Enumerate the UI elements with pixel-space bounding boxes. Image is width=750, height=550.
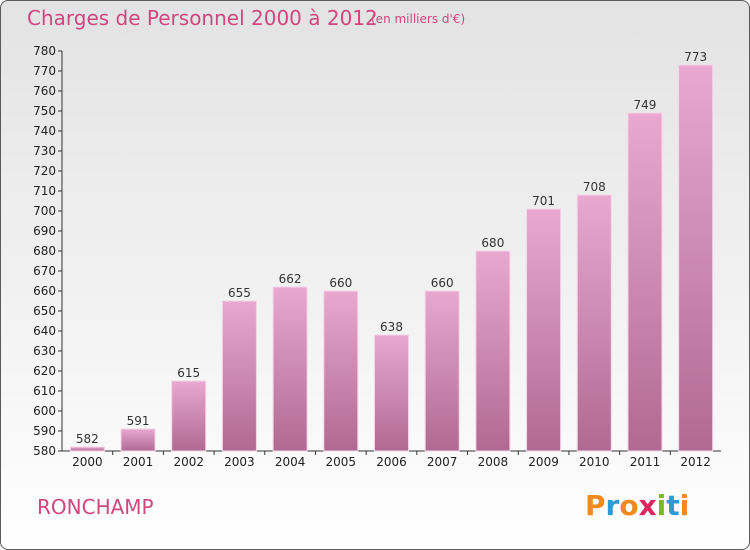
bar-2006 [374,334,409,452]
data-label-2012: 773 [684,50,707,64]
logo-letter: r [605,489,620,522]
bar-2009 [526,208,562,452]
bar-2011 [627,112,663,452]
y-tick-label: 710 [33,184,56,198]
x-tick-label-2000: 2000 [72,455,103,469]
data-label-2009: 701 [532,194,555,208]
y-tick-label: 600 [33,404,56,418]
data-label-2005: 660 [329,276,352,290]
proxiti-logo: Proxiti [585,489,689,522]
y-tick-label: 760 [33,84,56,98]
y-tick-label: 630 [33,344,56,358]
y-tick-label: 660 [33,284,56,298]
x-tick-label-2007: 2007 [427,455,458,469]
bar-2012 [678,64,714,452]
logo-letter: P [585,489,606,522]
y-tick-label: 690 [33,224,56,238]
y-tick-label: 700 [33,204,56,218]
data-label-2004: 662 [279,272,302,286]
bar-2000 [69,446,105,452]
bar-2001 [120,428,156,452]
y-tick-label: 670 [33,264,56,278]
logo-letter: x [638,489,657,522]
data-label-2011: 749 [634,98,657,112]
logo-letter: o [619,489,639,522]
logo-letter: i [679,489,690,522]
bar-2002 [171,380,207,452]
data-label-2007: 660 [431,276,454,290]
data-label-2006: 638 [380,320,403,334]
bar-2003 [221,300,257,452]
y-tick-label: 750 [33,104,56,118]
data-label-2000: 582 [76,432,99,446]
data-label-2010: 708 [583,180,606,194]
x-tick-label-2005: 2005 [326,455,357,469]
bar-2004 [272,286,308,452]
x-tick-label-2009: 2009 [528,455,559,469]
data-label-2008: 680 [481,236,504,250]
data-label-2002: 615 [177,366,200,380]
y-tick-label: 610 [33,384,56,398]
axis-layer: 580 590 600 610 620 630 640 650 660 670 680 690 700 7… [33,44,721,469]
y-tick-label: 730 [33,144,56,158]
x-tick-label-2010: 2010 [579,455,610,469]
logo-letter: t [666,489,680,522]
commune-name: RONCHAMP [37,495,154,519]
x-tick-label-2003: 2003 [224,455,255,469]
data-label-2003: 655 [228,286,251,300]
y-tick-label: 580 [33,444,56,458]
chart-subtitle: (en milliers d'€) [371,12,466,26]
y-tick-label: 640 [33,324,56,338]
y-tick-label: 590 [33,424,56,438]
x-tick-label-2008: 2008 [478,455,509,469]
x-tick-label-2011: 2011 [630,455,661,469]
data-label-2001: 591 [127,414,150,428]
bar-layer [69,64,714,452]
y-tick-label: 740 [33,124,56,138]
bar-2005 [323,290,359,452]
x-tick-label-2004: 2004 [275,455,306,469]
bar-2007 [424,290,460,452]
x-tick-label-2012: 2012 [680,455,711,469]
x-tick-label-2001: 2001 [123,455,154,469]
x-tick-label-2002: 2002 [173,455,204,469]
logo-letter: i [656,489,667,522]
bar-2008 [475,250,511,452]
y-tick-label: 720 [33,164,56,178]
bar-2010 [576,194,612,452]
x-tick-label-2006: 2006 [376,455,407,469]
label-layer: 582 591 615 655 662 660 638 660 680 701 708 749 773 [76,50,707,446]
y-tick-label: 780 [33,44,56,58]
y-tick-label: 620 [33,364,56,378]
y-tick-label: 650 [33,304,56,318]
chart-title: Charges de Personnel 2000 à 2012 [27,6,378,30]
y-tick-label: 680 [33,244,56,258]
y-tick-label: 770 [33,64,56,78]
